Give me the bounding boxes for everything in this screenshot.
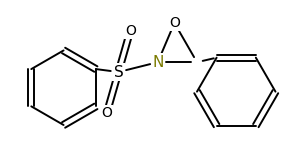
Text: O: O [101, 106, 112, 120]
Text: O: O [169, 16, 180, 30]
Text: S: S [114, 65, 123, 80]
Text: O: O [125, 24, 136, 38]
Text: N: N [152, 55, 164, 70]
